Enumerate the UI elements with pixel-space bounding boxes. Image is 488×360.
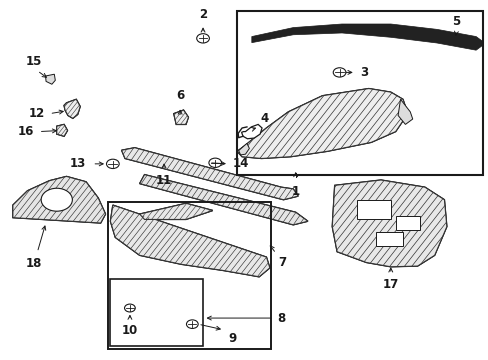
PathPatch shape xyxy=(173,110,188,125)
Text: 5: 5 xyxy=(451,15,460,28)
PathPatch shape xyxy=(13,176,105,223)
Text: 12: 12 xyxy=(28,107,44,120)
Polygon shape xyxy=(397,99,412,125)
Bar xyxy=(110,279,203,346)
Bar xyxy=(237,12,483,175)
Text: 11: 11 xyxy=(156,174,172,187)
Polygon shape xyxy=(241,125,262,139)
Polygon shape xyxy=(122,148,298,200)
Text: 3: 3 xyxy=(359,66,367,79)
Bar xyxy=(395,216,419,230)
Text: 6: 6 xyxy=(176,89,184,102)
Polygon shape xyxy=(237,89,407,158)
Text: 13: 13 xyxy=(70,157,86,170)
Polygon shape xyxy=(173,110,188,125)
Bar xyxy=(375,232,402,246)
Text: 18: 18 xyxy=(25,257,42,270)
Polygon shape xyxy=(110,205,269,277)
Polygon shape xyxy=(140,175,307,225)
Polygon shape xyxy=(238,143,249,155)
Text: 10: 10 xyxy=(122,324,138,337)
Text: 16: 16 xyxy=(18,125,34,138)
Text: 8: 8 xyxy=(277,311,285,325)
Bar xyxy=(356,200,390,220)
Polygon shape xyxy=(251,24,482,50)
Text: 14: 14 xyxy=(232,157,248,170)
Text: 9: 9 xyxy=(227,332,236,345)
Polygon shape xyxy=(64,99,80,118)
Circle shape xyxy=(41,188,72,211)
Bar xyxy=(108,202,271,348)
PathPatch shape xyxy=(140,203,212,220)
Text: 17: 17 xyxy=(382,278,398,291)
Text: 15: 15 xyxy=(25,55,42,68)
PathPatch shape xyxy=(64,99,80,118)
PathPatch shape xyxy=(140,175,307,225)
Text: 7: 7 xyxy=(278,256,286,269)
Polygon shape xyxy=(45,74,55,84)
Polygon shape xyxy=(140,203,212,220)
Text: 1: 1 xyxy=(291,185,299,198)
Polygon shape xyxy=(13,176,105,223)
PathPatch shape xyxy=(122,148,298,200)
Polygon shape xyxy=(331,180,446,267)
PathPatch shape xyxy=(331,180,446,267)
PathPatch shape xyxy=(110,205,269,277)
Polygon shape xyxy=(57,125,67,136)
PathPatch shape xyxy=(57,125,67,136)
Text: 4: 4 xyxy=(260,112,268,126)
PathPatch shape xyxy=(237,89,407,158)
Text: 2: 2 xyxy=(199,9,207,22)
